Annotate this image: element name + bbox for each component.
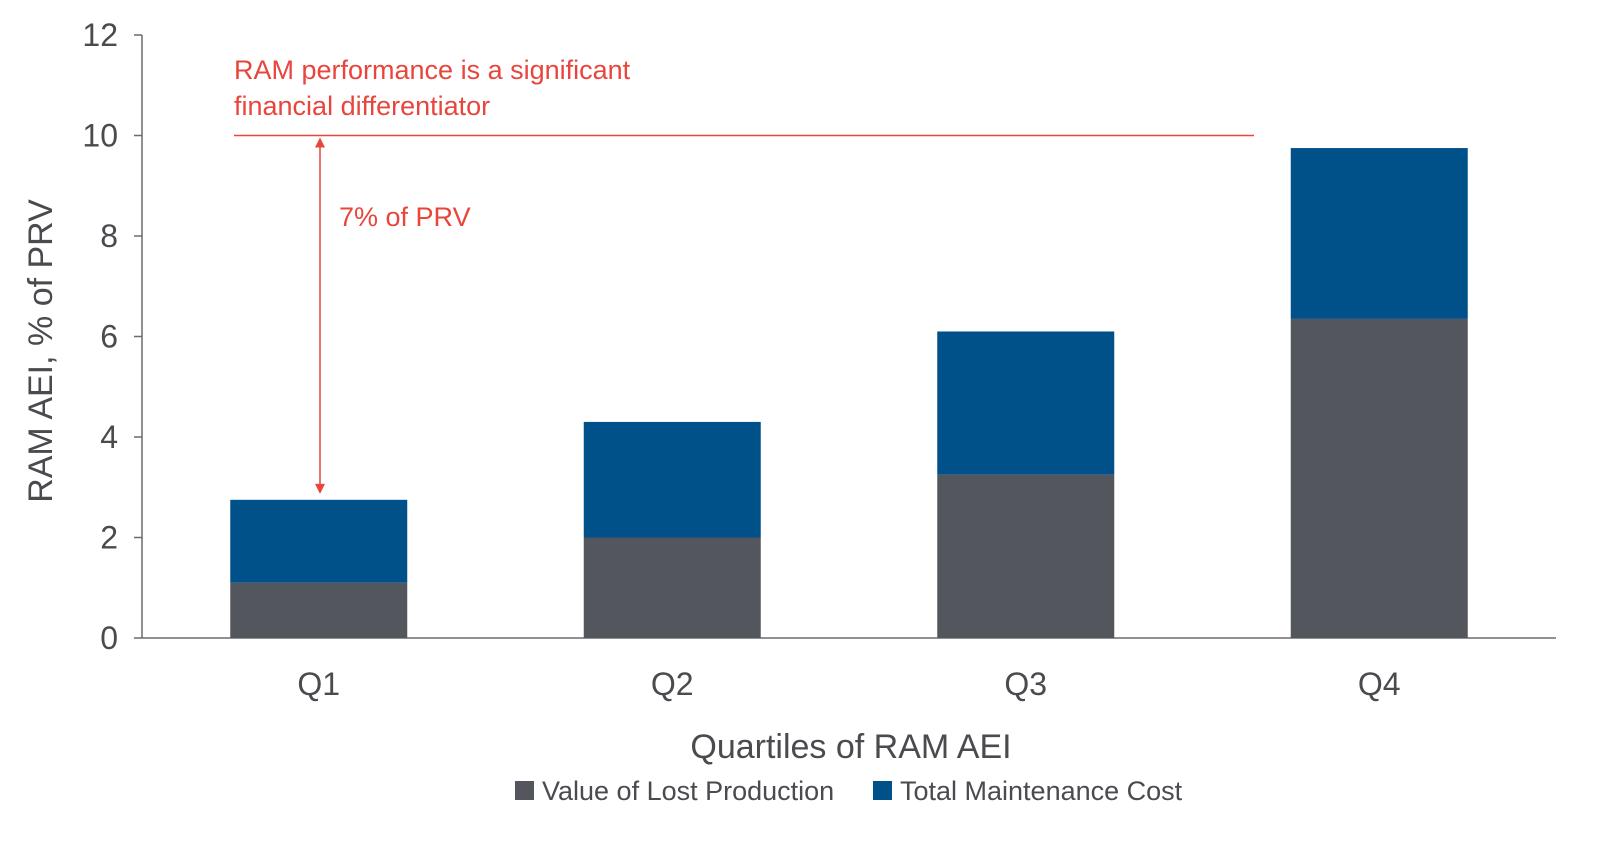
bar-lost-production-q2 <box>583 537 761 638</box>
y-tick-label: 10 <box>82 118 118 154</box>
x-axis-ticks: Q1 Q2 Q3 Q4 <box>297 666 1400 702</box>
legend-swatch-lost-production <box>515 781 534 800</box>
bar-maintenance-cost-q2 <box>583 421 761 538</box>
bar-maintenance-cost-q3 <box>937 331 1115 475</box>
annotation-headline-line1: RAM performance is a significant <box>234 55 631 85</box>
legend-label-lost-production: Value of Lost Production <box>542 776 834 806</box>
legend-label-maintenance-cost: Total Maintenance Cost <box>900 776 1183 806</box>
annotation-gap-label: 7% of PRV <box>339 202 471 232</box>
legend: Value of Lost Production Total Maintenan… <box>515 776 1183 806</box>
y-tick-label: 2 <box>100 520 118 556</box>
bar-maintenance-cost-q1 <box>230 499 408 583</box>
annotation-headline-line2: financial differentiator <box>234 91 490 121</box>
arrow-head-down <box>315 483 325 494</box>
x-axis-title: Quartiles of RAM AEI <box>690 728 1011 766</box>
bar-maintenance-cost-q4 <box>1290 148 1468 319</box>
y-tick-label: 8 <box>100 218 118 254</box>
bars-group <box>230 148 1468 638</box>
y-axis-ticks: 0 2 4 6 8 10 12 <box>82 17 142 656</box>
y-tick-label: 12 <box>82 17 118 53</box>
bar-lost-production-q4 <box>1290 318 1468 638</box>
annotation-group: RAM performance is a significant financi… <box>234 55 1254 494</box>
arrow-head-up <box>315 137 325 148</box>
x-tick-label: Q1 <box>297 666 340 702</box>
legend-swatch-maintenance-cost <box>873 781 892 800</box>
y-tick-label: 4 <box>100 419 118 455</box>
bar-lost-production-q1 <box>230 582 408 638</box>
x-tick-label: Q2 <box>651 666 694 702</box>
y-tick-label: 0 <box>100 620 118 656</box>
y-axis-title: RAM AEI, % of PRV <box>22 199 60 503</box>
y-tick-label: 6 <box>100 319 118 355</box>
x-tick-label: Q3 <box>1004 666 1047 702</box>
x-tick-label: Q4 <box>1358 666 1401 702</box>
bar-lost-production-q3 <box>937 474 1115 638</box>
